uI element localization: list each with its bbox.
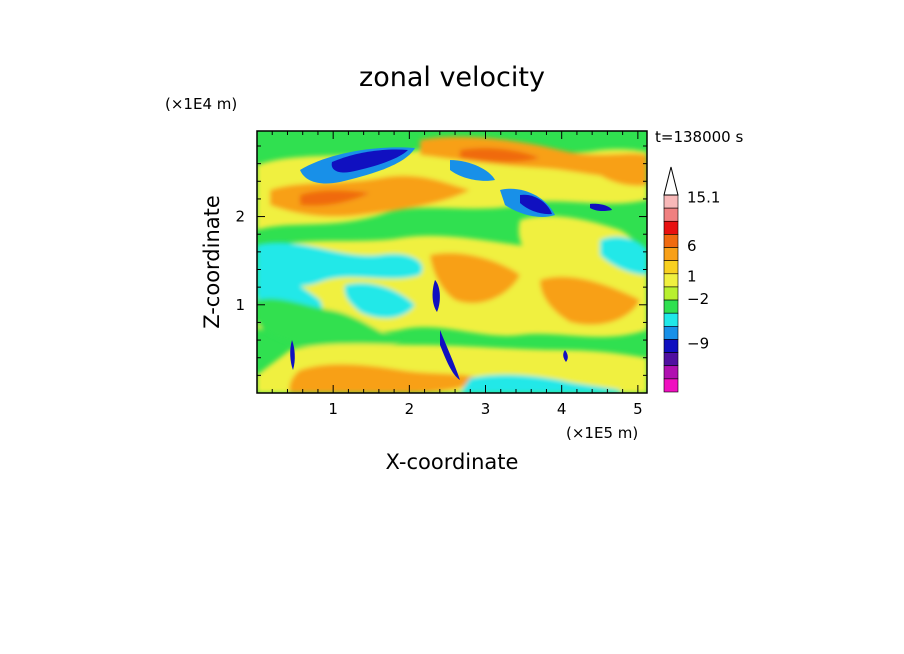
colorbar-level bbox=[663, 247, 679, 261]
yellow-patch-right bbox=[518, 215, 642, 282]
colorbar-level bbox=[663, 286, 679, 301]
red-band-upper bbox=[300, 190, 370, 206]
orange-band-lower bbox=[289, 364, 480, 393]
colorbar-level bbox=[663, 339, 679, 353]
contour-field bbox=[257, 131, 647, 393]
red-band-upper-right bbox=[460, 147, 540, 163]
cyan-band-bottom bbox=[460, 374, 620, 393]
colorbar-level bbox=[663, 378, 679, 393]
orange-patch-right bbox=[600, 157, 647, 186]
blue-filament-lower-left bbox=[290, 340, 295, 370]
colorbar-level bbox=[663, 260, 679, 275]
colorbar-level bbox=[663, 352, 679, 367]
blue-jets bbox=[290, 147, 612, 380]
colorbar-level bbox=[663, 220, 679, 235]
colorbar-label: 1 bbox=[687, 267, 697, 285]
colorbar-label: 15.1 bbox=[687, 189, 720, 207]
chart-title: zonal velocity bbox=[359, 62, 545, 93]
blue-jet-upper-mid bbox=[450, 160, 495, 181]
y-scale-label: (×1E4 m) bbox=[165, 95, 237, 113]
y-tick-label: 1 bbox=[235, 296, 245, 314]
colorbar-level bbox=[663, 299, 679, 314]
x-axis-label: X-coordinate bbox=[386, 450, 519, 474]
plot-frame bbox=[256, 130, 648, 394]
x-tick-label: 2 bbox=[405, 400, 415, 418]
field-blobs bbox=[257, 136, 647, 393]
colorbar-level bbox=[663, 326, 679, 340]
colorbar-level bbox=[663, 365, 679, 380]
cyan-patch-right bbox=[600, 236, 647, 275]
colorbar-level bbox=[663, 234, 679, 248]
orange-band-mid bbox=[430, 252, 520, 304]
colorbar-level bbox=[663, 273, 679, 288]
blue-jet-upper-right-core bbox=[520, 194, 552, 215]
x-tick-label: 5 bbox=[633, 400, 643, 418]
blue-filament-center bbox=[432, 280, 440, 312]
colorbar-label: 6 bbox=[687, 237, 697, 255]
green-region-left bbox=[257, 298, 400, 350]
orange-band-upper bbox=[270, 175, 470, 217]
cyan-patch-center bbox=[344, 282, 415, 319]
blue-filament-lower-center bbox=[440, 330, 460, 380]
colorbar-level bbox=[663, 194, 679, 209]
colorbar: 15.1 6 1 −2 −9 bbox=[663, 166, 720, 393]
x-tick-label: 4 bbox=[557, 400, 567, 418]
x-tick-label: 1 bbox=[328, 400, 338, 418]
y-axis-label: Z-coordinate bbox=[200, 195, 224, 329]
x-scale-label: (×1E5 m) bbox=[566, 424, 638, 442]
blue-jet-upper-left-core bbox=[331, 149, 408, 173]
colorbar-level bbox=[663, 312, 679, 327]
blue-jet-right-small bbox=[590, 203, 612, 212]
x-tick-label: 3 bbox=[481, 400, 491, 418]
axes: 1 2 3 4 5 1 2 bbox=[235, 131, 647, 418]
colorbar-label: −9 bbox=[687, 334, 709, 352]
y-tick-label: 2 bbox=[235, 208, 245, 226]
cyan-band-mid bbox=[257, 242, 423, 287]
colorbar-label: −2 bbox=[687, 290, 709, 308]
colorbar-top-arrow bbox=[663, 166, 679, 196]
time-label: t=138000 s bbox=[655, 128, 743, 146]
colorbar-level bbox=[663, 207, 679, 222]
orange-band-mid-right bbox=[540, 276, 640, 325]
blue-filament-lower-right bbox=[563, 350, 568, 362]
